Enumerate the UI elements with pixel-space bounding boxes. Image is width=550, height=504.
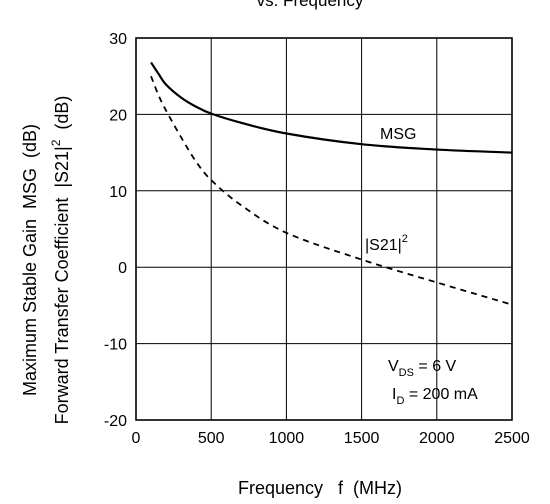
y-tick-label: 30 bbox=[109, 31, 127, 48]
y-axis-label: Maximum Stable Gain MSG (dB) bbox=[20, 124, 40, 396]
msg-series-label: MSG bbox=[380, 126, 416, 143]
y-tick-label: -20 bbox=[104, 413, 127, 430]
y-axis-label-line2: Forward Transfer Coefficient |S21|2 (dB) bbox=[49, 96, 72, 425]
series-layer bbox=[150, 61, 513, 306]
y-axis-label-line1: Maximum Stable Gain MSG (dB) bbox=[20, 124, 40, 396]
msg-series-line bbox=[150, 61, 513, 154]
y-tick-label: 20 bbox=[109, 107, 127, 124]
x-tick-label: 0 bbox=[132, 430, 141, 447]
x-axis-label: Frequency f (MHz) bbox=[238, 478, 402, 498]
x-tick-label: 2000 bbox=[419, 430, 455, 447]
x-tick-label: 2500 bbox=[494, 430, 530, 447]
x-tick-labels: 0 500 1000 1500 2000 2500 bbox=[132, 430, 530, 447]
x-tick-label: 1500 bbox=[344, 430, 380, 447]
s21-series-line bbox=[150, 75, 513, 306]
s21-series-label: |S21|2 bbox=[365, 233, 408, 254]
y-tick-label: 0 bbox=[118, 260, 127, 277]
x-tick-label: 500 bbox=[198, 430, 225, 447]
condition-annotation: VDS = 6 V ID = 200 mA bbox=[388, 358, 478, 407]
y-tick-label: -10 bbox=[104, 337, 127, 354]
y-tick-label: 10 bbox=[109, 184, 127, 201]
chart-title: vs. Frequency bbox=[257, 0, 364, 10]
plot-frame bbox=[135, 37, 513, 421]
y-axis-label-2: Forward Transfer Coefficient |S21|2 (dB) bbox=[49, 96, 72, 425]
x-tick-label: 1000 bbox=[269, 430, 305, 447]
y-tick-labels: -20 -10 0 10 20 30 bbox=[104, 31, 127, 430]
annotation-id: ID = 200 mA bbox=[392, 386, 478, 407]
annotation-vds: VDS = 6 V bbox=[388, 358, 457, 379]
